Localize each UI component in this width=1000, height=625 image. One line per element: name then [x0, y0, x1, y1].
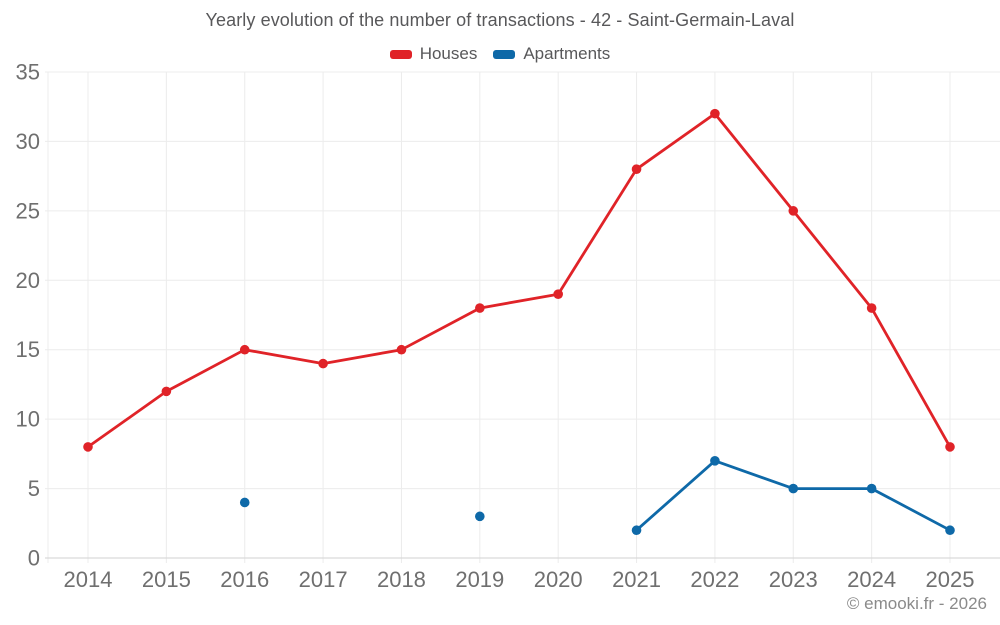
- x-tick-label: 2015: [142, 567, 191, 592]
- houses-point[interactable]: [161, 386, 172, 397]
- x-tick-label: 2016: [220, 567, 269, 592]
- copyright-credit: © emooki.fr - 2026: [846, 594, 987, 613]
- houses-point[interactable]: [475, 303, 485, 313]
- legend-swatch-houses: [389, 49, 412, 59]
- chart-title: Yearly evolution of the number of transa…: [205, 10, 795, 30]
- houses-point[interactable]: [866, 303, 877, 313]
- y-tick-label: 0: [28, 546, 40, 571]
- houses-point[interactable]: [553, 289, 563, 299]
- legend: Houses Apartments: [0, 44, 1000, 64]
- y-tick-label: 30: [16, 129, 40, 154]
- x-tick-label: 2020: [534, 567, 583, 592]
- y-tick-label: 10: [16, 407, 40, 432]
- houses-point[interactable]: [788, 206, 799, 216]
- x-tick-label: 2014: [64, 567, 113, 592]
- apartments-point[interactable]: [866, 483, 877, 494]
- legend-item-apartments[interactable]: Apartments: [493, 44, 610, 64]
- x-tick-label: 2017: [299, 567, 348, 592]
- apartments-point[interactable]: [788, 483, 799, 494]
- x-tick-label: 2025: [926, 567, 975, 592]
- x-tick-label: 2021: [612, 567, 661, 592]
- apartments-point[interactable]: [631, 525, 642, 536]
- houses-point[interactable]: [945, 442, 955, 452]
- y-tick-label: 25: [16, 198, 40, 223]
- apartments-point[interactable]: [710, 456, 720, 466]
- y-tick-label: 5: [28, 476, 40, 501]
- houses-point[interactable]: [396, 344, 407, 355]
- y-tick-label: 35: [16, 60, 40, 85]
- apartments-point[interactable]: [945, 525, 955, 536]
- legend-item-houses[interactable]: Houses: [389, 44, 478, 64]
- houses-point[interactable]: [83, 442, 93, 452]
- y-tick-label: 15: [16, 337, 40, 362]
- x-tick-label: 2023: [769, 567, 818, 592]
- apartments-point[interactable]: [475, 511, 485, 522]
- houses-line: [86, 112, 952, 449]
- houses-point[interactable]: [318, 358, 328, 369]
- x-tick-label: 2024: [847, 567, 896, 592]
- legend-label: Apartments: [523, 44, 611, 63]
- y-tick-label: 20: [16, 268, 40, 293]
- houses-point[interactable]: [710, 108, 720, 119]
- legend-label: Houses: [419, 44, 478, 63]
- legend-swatch-apartments: [493, 49, 516, 59]
- houses-point[interactable]: [631, 164, 642, 174]
- x-tick-label: 2022: [690, 567, 739, 592]
- houses-point[interactable]: [239, 344, 250, 355]
- x-tick-label: 2019: [455, 567, 504, 592]
- apartments-point[interactable]: [239, 497, 250, 508]
- x-tick-label: 2018: [377, 567, 426, 592]
